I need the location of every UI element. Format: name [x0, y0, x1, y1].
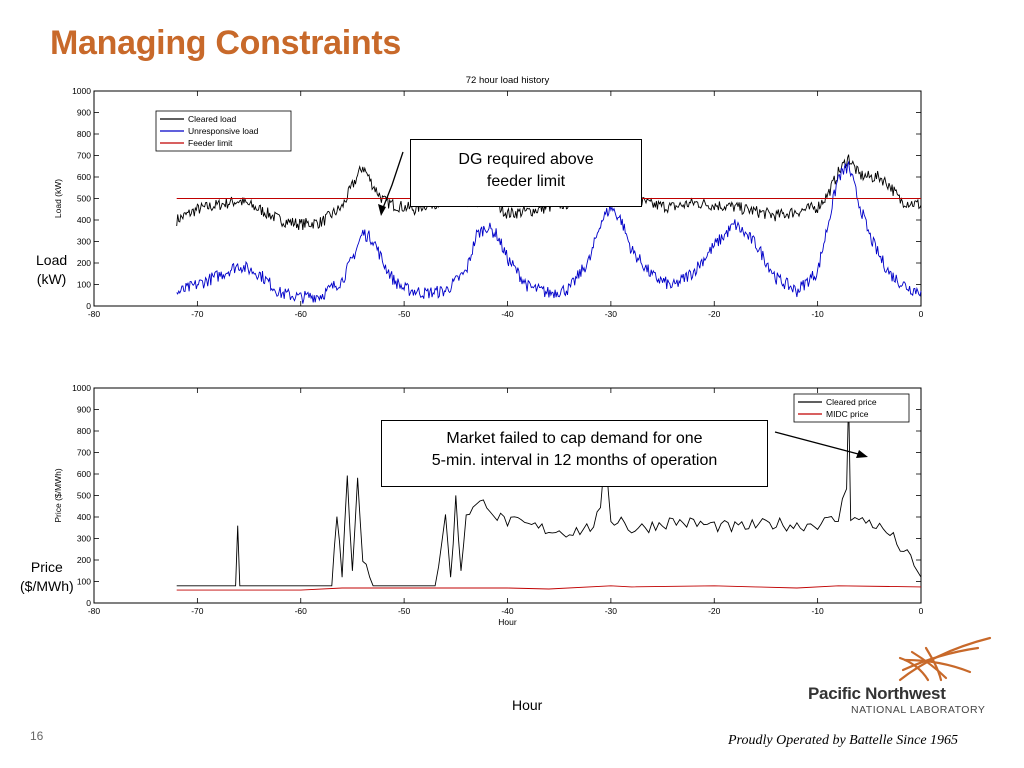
y-axis-label: Load (kW)	[53, 179, 63, 218]
org-subtitle: NATIONAL LABORATORY	[851, 704, 986, 716]
x-tick-label: -80	[88, 606, 101, 616]
dg-callout: DG required above feeder limit	[410, 139, 642, 207]
x-tick-label: 0	[919, 606, 924, 616]
x-tick-label: -80	[88, 309, 101, 319]
y-tick-label: 500	[77, 491, 91, 501]
dg-callout-line1: DG required above	[458, 151, 594, 168]
y-tick-label: 800	[77, 426, 91, 436]
y-tick-label: 0	[86, 301, 91, 311]
y-tick-label: 200	[77, 555, 91, 565]
y-tick-label: 1000	[72, 383, 91, 393]
x-tick-label: -40	[501, 309, 514, 319]
y-tick-label: 0	[86, 598, 91, 608]
legend-entry: Feeder limit	[188, 138, 233, 148]
market-arrow	[774, 431, 863, 456]
market-callout-line1: Market failed to cap demand for one	[446, 430, 703, 447]
x-tick-label: -10	[811, 309, 824, 319]
load-label-line1: Load	[36, 252, 68, 268]
hour-label: Hour	[512, 697, 543, 713]
legend-entry: Cleared load	[188, 114, 236, 124]
x-tick-label: -60	[295, 606, 308, 616]
y-axis-label: Price ($/MWh)	[53, 468, 63, 522]
market-callout: Market failed to cap demand for one 5-mi…	[381, 420, 768, 487]
legend-entry: Unresponsive load	[188, 126, 259, 136]
y-tick-label: 500	[77, 194, 91, 204]
y-tick-label: 1000	[72, 86, 91, 96]
org-name: Pacific Northwest	[808, 684, 946, 703]
x-tick-label: 0	[919, 309, 924, 319]
y-tick-label: 400	[77, 215, 91, 225]
page-number: 16	[30, 729, 44, 743]
load-label-line2: (kW)	[36, 271, 67, 287]
y-tick-label: 800	[77, 129, 91, 139]
pnnl-logo-icon	[898, 636, 992, 682]
x-tick-label: -10	[811, 606, 824, 616]
y-tick-label: 600	[77, 469, 91, 479]
y-tick-label: 300	[77, 534, 91, 544]
y-tick-label: 200	[77, 258, 91, 268]
chart-title: 72 hour load history	[466, 75, 550, 86]
x-tick-label: -70	[191, 309, 204, 319]
x-tick-label: -70	[191, 606, 204, 616]
x-tick-label: -20	[708, 309, 721, 319]
price-label-line1: Price	[30, 559, 63, 575]
load-axis-label: Load (kW)	[36, 251, 67, 289]
price-axis-label: Price ($/MWh)	[20, 558, 74, 596]
y-tick-label: 300	[77, 237, 91, 247]
y-tick-label: 100	[77, 577, 91, 587]
slide-title: Managing Constraints	[50, 24, 402, 62]
dg-callout-line2: feeder limit	[486, 173, 566, 190]
y-tick-label: 900	[77, 108, 91, 118]
operated-by-text: Proudly Operated by Battelle Since 1965	[728, 733, 959, 748]
series-line-midc-price	[176, 585, 922, 591]
x-tick-label: -50	[398, 606, 411, 616]
y-tick-label: 900	[77, 405, 91, 415]
y-tick-label: 700	[77, 151, 91, 161]
dg-arrow	[380, 151, 404, 214]
x-axis-label: Hour	[498, 617, 517, 627]
market-arrowhead-icon	[856, 450, 868, 458]
legend-box	[793, 393, 910, 423]
y-tick-label: 700	[77, 448, 91, 458]
legend-box	[155, 110, 292, 152]
x-tick-label: -40	[501, 606, 514, 616]
x-tick-label: -50	[398, 309, 411, 319]
dg-arrowhead-icon	[378, 204, 386, 216]
price-label-line2: ($/MWh)	[20, 578, 74, 594]
legend-entry: Cleared price	[826, 397, 877, 407]
legend-entry: MIDC price	[826, 409, 869, 419]
y-tick-label: 100	[77, 280, 91, 290]
x-tick-label: -30	[605, 606, 618, 616]
x-tick-label: -30	[605, 309, 618, 319]
x-tick-label: -20	[708, 606, 721, 616]
y-tick-label: 600	[77, 172, 91, 182]
y-tick-label: 400	[77, 512, 91, 522]
market-callout-line2: 5-min. interval in 12 months of operatio…	[431, 452, 718, 469]
x-tick-label: -60	[295, 309, 308, 319]
